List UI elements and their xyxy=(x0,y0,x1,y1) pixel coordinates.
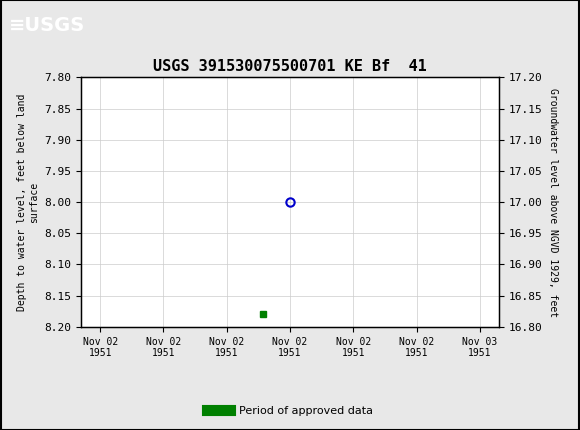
Y-axis label: Groundwater level above NGVD 1929, feet: Groundwater level above NGVD 1929, feet xyxy=(548,88,558,316)
Text: USGS 391530075500701 KE Bf  41: USGS 391530075500701 KE Bf 41 xyxy=(153,59,427,74)
Y-axis label: Depth to water level, feet below land
surface: Depth to water level, feet below land su… xyxy=(17,93,39,311)
Legend: Period of approved data: Period of approved data xyxy=(203,401,377,420)
Text: ≡USGS: ≡USGS xyxy=(9,16,85,35)
